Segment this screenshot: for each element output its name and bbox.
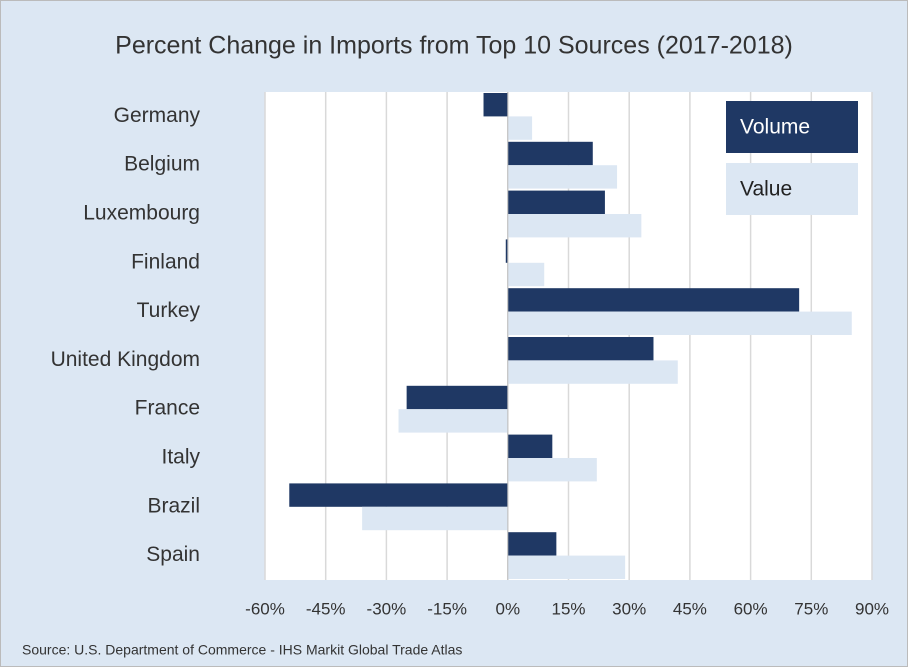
- x-tick-label: -60%: [245, 599, 285, 618]
- y-tick-label: Spain: [146, 543, 200, 566]
- bar: [507, 337, 654, 361]
- bar: [507, 288, 800, 312]
- bar: [507, 434, 553, 458]
- bar: [507, 141, 593, 166]
- bar: [398, 409, 508, 433]
- y-tick-label: France: [135, 397, 200, 420]
- bar: [362, 506, 508, 531]
- bar: [507, 532, 557, 556]
- bar: [507, 116, 533, 140]
- bar: [507, 262, 545, 287]
- y-tick-label: Luxembourg: [83, 202, 200, 225]
- x-tick-label: 60%: [734, 599, 768, 618]
- y-tick-label: Italy: [161, 446, 200, 469]
- legend-label: Volume: [740, 116, 810, 139]
- bar: [507, 360, 678, 384]
- x-tick-label: 75%: [794, 599, 828, 618]
- bar: [507, 311, 852, 335]
- bar: [507, 165, 618, 189]
- bar: [406, 385, 508, 410]
- bar: [507, 214, 642, 238]
- bar: [289, 483, 508, 507]
- y-tick-label: United Kingdom: [51, 348, 200, 371]
- bar: [483, 93, 508, 117]
- legend-swatch: [726, 101, 858, 153]
- y-tick-label: Turkey: [137, 299, 201, 322]
- chart-title: Percent Change in Imports from Top 10 So…: [115, 32, 793, 60]
- bar: [507, 555, 626, 579]
- x-tick-label: 0%: [496, 599, 521, 618]
- y-tick-label: Belgium: [124, 153, 200, 176]
- x-tick-label: 15%: [551, 599, 585, 618]
- x-tick-label: 45%: [673, 599, 707, 618]
- x-tick-label: 30%: [612, 599, 646, 618]
- bar: [505, 239, 508, 263]
- legend-label: Value: [740, 178, 792, 201]
- legend-swatch: [726, 163, 858, 215]
- source-note: Source: U.S. Department of Commerce - IH…: [22, 642, 462, 658]
- y-tick-label: Brazil: [147, 494, 200, 517]
- y-tick-label: Germany: [114, 104, 201, 127]
- x-tick-label: 90%: [855, 599, 889, 618]
- bar: [507, 190, 605, 214]
- y-tick-label: Finland: [131, 250, 200, 273]
- x-tick-label: -30%: [367, 599, 407, 618]
- x-tick-label: -15%: [427, 599, 467, 618]
- bar: [507, 458, 597, 482]
- x-tick-label: -45%: [306, 599, 346, 618]
